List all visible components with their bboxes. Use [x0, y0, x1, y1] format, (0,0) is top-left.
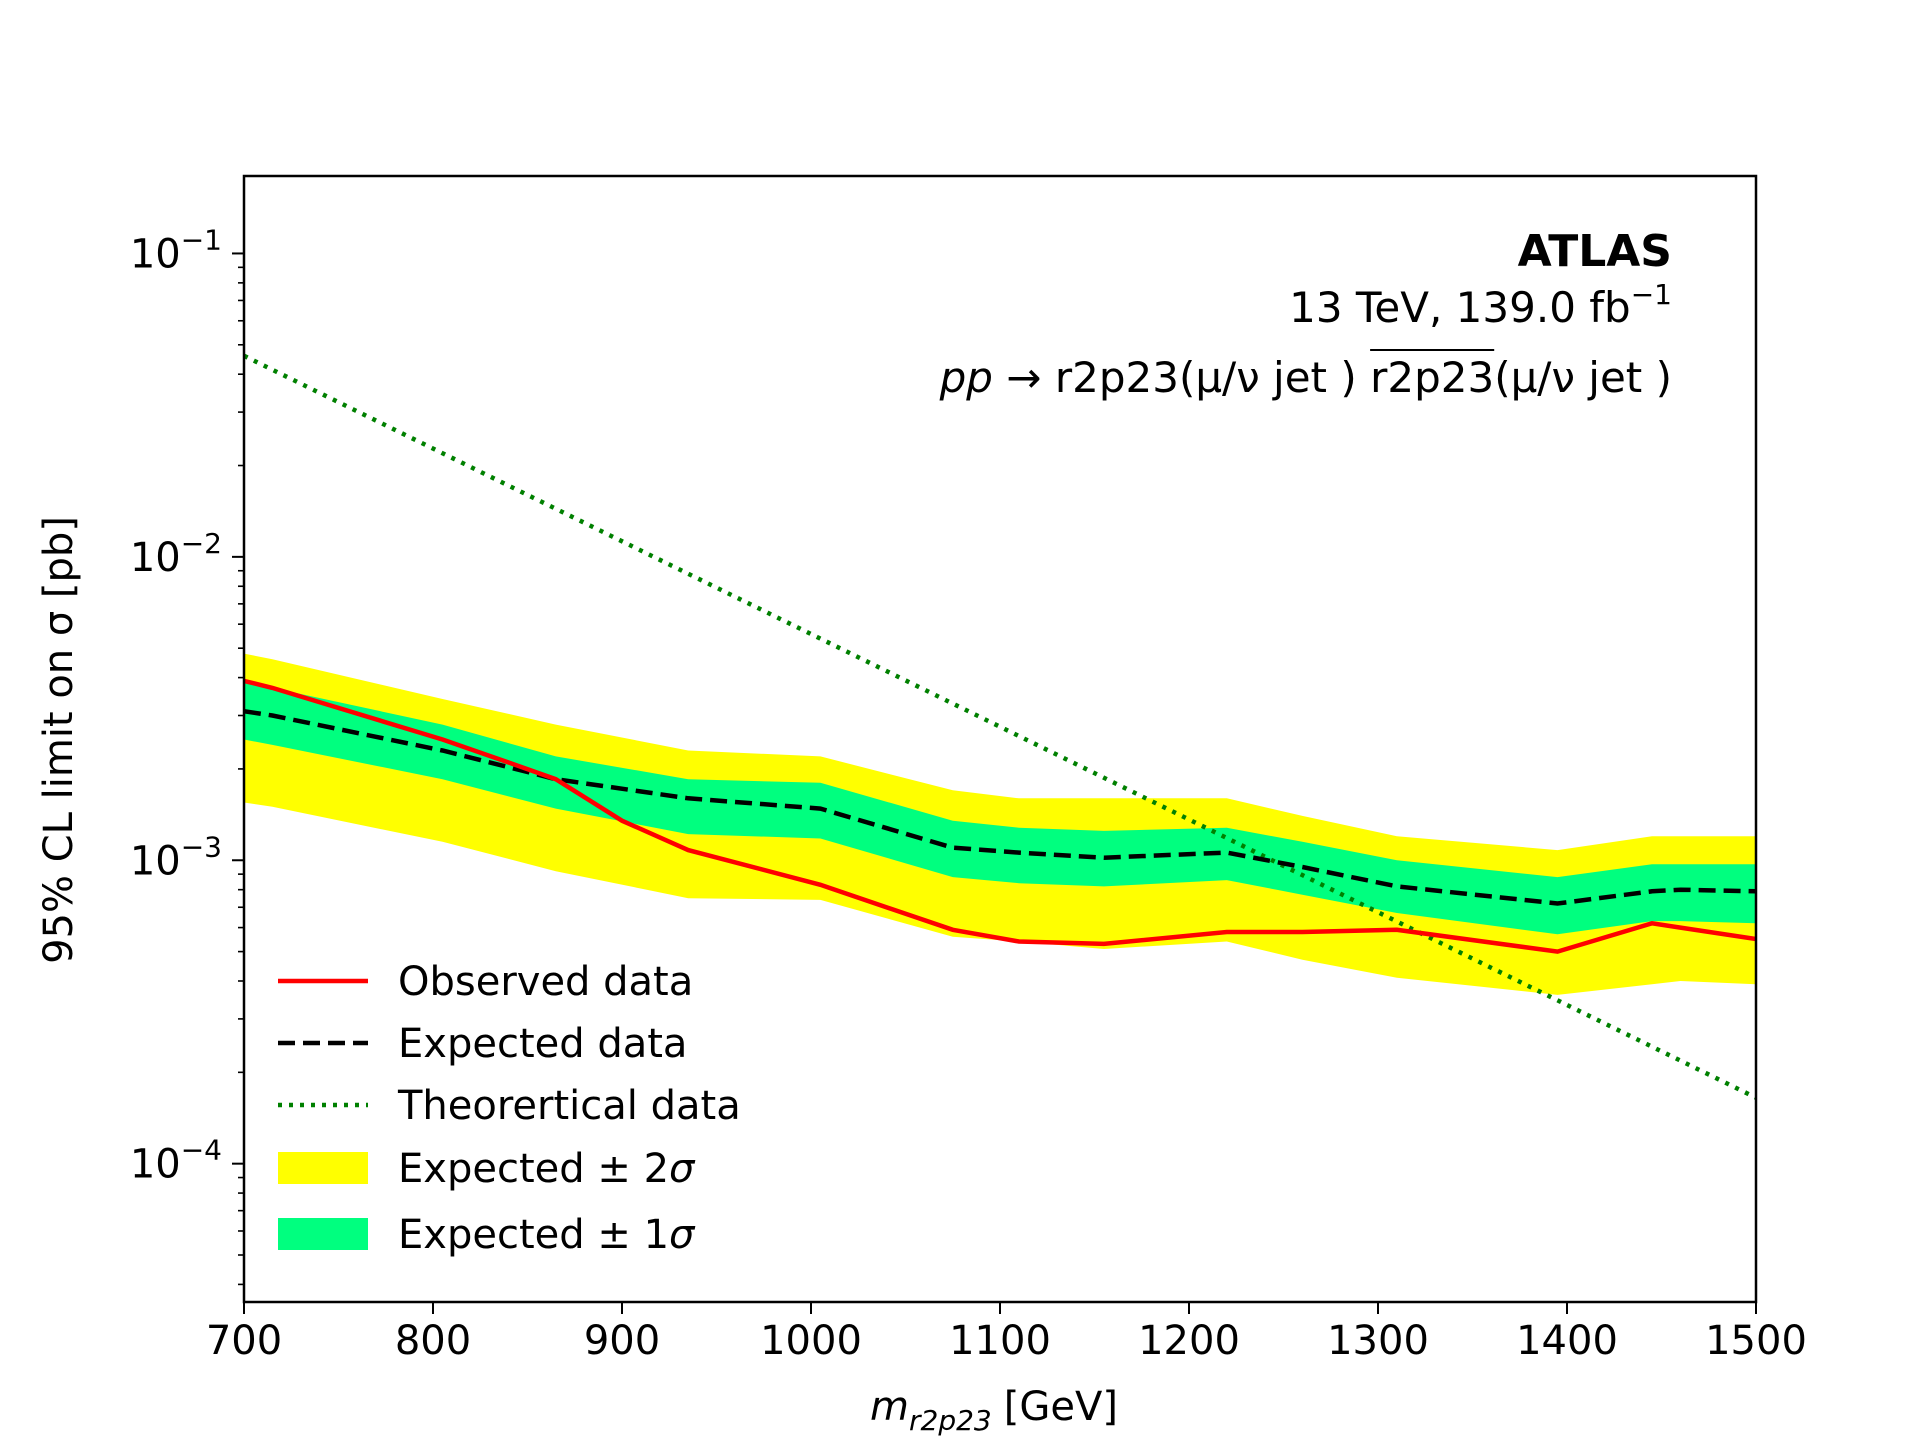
x-tick-label: 700 — [206, 1318, 282, 1364]
process-label: pp → r2p23(μ/ν jet ) r2p23(μ/ν jet ) — [939, 353, 1672, 402]
legend-2sigma-symbol: σ — [669, 1146, 696, 1192]
legend-expected-label: Expected data — [398, 1021, 687, 1067]
process-decay: (μ/ν jet ) — [1179, 353, 1357, 402]
band-1sigma — [244, 680, 1756, 935]
process-particle: r2p23 — [1055, 353, 1179, 402]
x-tick-label: 1100 — [949, 1318, 1051, 1364]
process-initial-state: pp — [939, 353, 993, 402]
y-tick-label: 10−1 — [130, 223, 222, 277]
x-axis-label-sub: r2p23 — [909, 1404, 992, 1437]
process-arrow: → — [993, 353, 1055, 402]
legend-theory-label: Theorertical data — [397, 1083, 741, 1129]
legend-1sigma-label: Expected ± 1σ — [398, 1212, 696, 1258]
legend-observed-label: Observed data — [398, 959, 693, 1005]
process-antiparticle: r2p23 — [1370, 353, 1494, 402]
x-tick-label: 900 — [584, 1318, 660, 1364]
legend-1sigma-symbol: σ — [669, 1212, 696, 1258]
x-axis-label: mr2p23 [GeV] — [870, 1384, 1118, 1437]
expected-line — [244, 708, 1756, 906]
observed-line — [244, 678, 1756, 954]
x-tick-label: 1300 — [1327, 1318, 1429, 1364]
x-axis-label-main: m — [870, 1384, 909, 1430]
process-spacer — [1357, 353, 1370, 402]
legend-2sigma-text: Expected ± 2 — [398, 1146, 669, 1192]
x-tick-label: 1400 — [1516, 1318, 1618, 1364]
x-tick-label: 1000 — [760, 1318, 862, 1364]
limit-curves — [244, 353, 1756, 1100]
legend-1sigma-text: Expected ± 1 — [398, 1212, 669, 1258]
x-axis-ticks: 700 800 900 1000 1100 1200 1300 1400 1500 — [206, 1302, 1807, 1364]
band-2sigma — [244, 653, 1756, 995]
y-tick-label: 10−3 — [130, 830, 222, 884]
legend-2sigma-swatch — [278, 1152, 368, 1184]
energy-lumi-text: 13 TeV, 139.0 fb — [1289, 283, 1631, 332]
experiment-label: ATLAS — [1518, 226, 1672, 277]
x-axis-label-unit: [GeV] — [1004, 1384, 1118, 1430]
process-antiparticle-decay: (μ/ν jet ) — [1494, 353, 1672, 402]
y-axis-ticks: 10−1 10−2 10−3 10−4 — [130, 223, 244, 1286]
legend: Observed data Expected data Theorertical… — [278, 959, 741, 1258]
uncertainty-bands — [244, 653, 1756, 995]
energy-lumi-label: 13 TeV, 139.0 fb−1 — [1289, 278, 1672, 332]
x-tick-label: 800 — [395, 1318, 471, 1364]
energy-lumi-exp: −1 — [1631, 278, 1672, 311]
y-axis-label: 95% CL limit on σ [pb] — [36, 516, 82, 964]
y-tick-label: 10−2 — [130, 527, 222, 581]
y-tick-label: 10−4 — [130, 1134, 222, 1188]
x-tick-label: 1200 — [1138, 1318, 1240, 1364]
legend-2sigma-label: Expected ± 2σ — [398, 1146, 696, 1192]
x-tick-label: 1500 — [1705, 1318, 1807, 1364]
legend-1sigma-swatch — [278, 1218, 368, 1250]
